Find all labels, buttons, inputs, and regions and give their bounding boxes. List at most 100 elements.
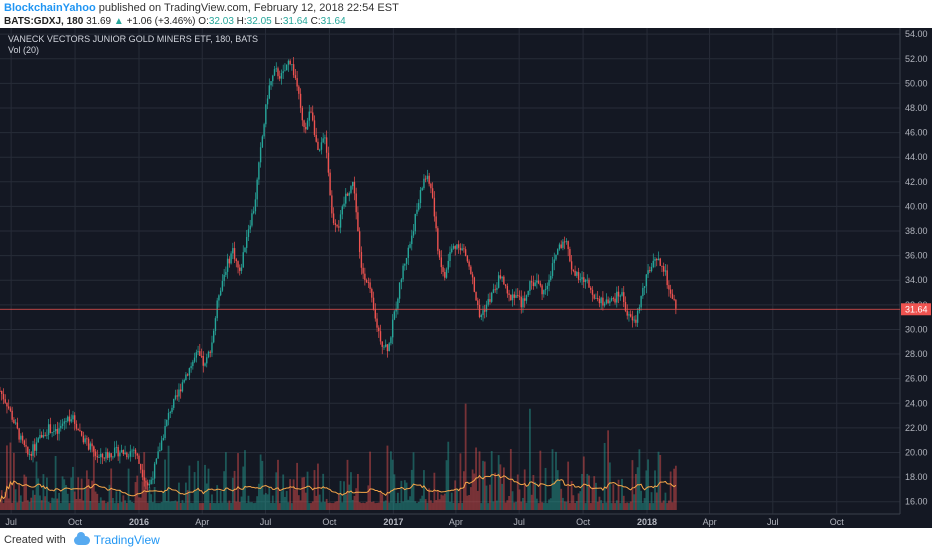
y-tick-label-4: 46.00 [905,128,928,138]
volume-bar-146 [252,503,255,510]
volume-bar-111 [191,503,194,510]
candle-body-13 [21,435,24,441]
tradingview-brand-link[interactable]: TradingView [93,533,160,547]
tradingview-cloud-icon [73,531,90,545]
volume-bar-53 [91,480,93,510]
volume-bar-182 [315,495,318,510]
volume-bar-156 [270,502,272,510]
volume-bar-288 [499,464,502,510]
volume-bar-369 [640,490,643,510]
volume-bar-292 [506,500,509,510]
candle-body-174 [301,107,304,121]
candle-body-280 [485,304,488,312]
volume-bar-110 [190,502,193,510]
volume-bar-10 [16,502,19,510]
volume-bar-38 [65,485,67,510]
candle-body-344 [596,298,599,299]
volume-bar-321 [556,470,559,510]
candle-body-155 [268,85,271,99]
volume-bar-117 [202,503,205,510]
candle-body-276 [478,305,481,318]
candle-body-166 [287,60,290,65]
y-tick-label-5: 44.00 [905,152,928,162]
volume-bar-81 [139,497,142,510]
volume-bar-201 [348,484,351,510]
candle-body-316 [548,279,550,286]
volume-bar-181 [313,470,316,510]
publish-text: published on TradingView.com, February 1… [95,2,399,14]
candle-body-269 [466,256,469,262]
candle-body-330 [572,269,575,271]
candle-body-132 [228,258,231,264]
volume-bar-24 [40,500,43,510]
candle-body-164 [284,70,286,72]
candle-body-382 [663,266,665,272]
candle-body-286 [496,287,498,290]
price-chart[interactable]: 54.00 52.00 50.00 48.00 46.00 44.00 42.00 40.00… [0,28,932,528]
candle-body-106 [183,379,185,383]
volume-bar-359 [622,495,625,510]
candle-body-83 [143,477,145,481]
volume-bar-334 [579,491,582,510]
volume-bar-249 [431,502,434,510]
volume-bar-317 [549,498,552,510]
candle-body-178 [308,111,310,121]
candle-body-99 [171,407,173,413]
candle-body-331 [574,270,576,276]
candle-body-340 [590,287,592,290]
volume-bar-9 [14,489,17,510]
candle-body-110 [190,366,192,369]
volume-bar-106 [183,502,186,510]
candle-body-332 [576,272,578,276]
candle-body-35 [60,425,62,429]
candle-body-68 [117,447,119,457]
candle-body-168 [291,64,293,66]
volume-bar-189 [327,502,330,510]
x-tick-label-7: Apr [449,517,463,527]
candle-body-66 [113,447,116,457]
candle-body-260 [451,248,453,253]
candle-body-387 [671,293,674,299]
volume-bar-374 [648,503,651,510]
candle-series [0,56,677,492]
candle-body-291 [504,284,507,286]
change-arrow-icon: ▲ [113,16,124,27]
y-tick-label-1: 52.00 [905,54,928,64]
candle-body-103 [178,389,180,397]
volume-bar-45 [77,477,80,510]
candle-body-245 [424,178,427,180]
volume-bar-376 [652,503,655,510]
candle-body-158 [273,69,276,76]
volume-bar-64 [110,468,113,510]
candle-body-209 [362,267,364,274]
volume-bar-343 [595,482,597,510]
volume-bar-94 [162,491,165,510]
candle-body-119 [206,357,208,364]
candle-body-314 [544,289,547,291]
y-tick-label-17: 20.00 [905,447,928,457]
candle-body-150 [259,147,262,163]
candle-body-345 [598,298,601,304]
candle-body-243 [421,188,423,191]
y-tick-label-19: 16.00 [905,497,928,507]
candle-body-92 [159,450,161,452]
candle-body-289 [501,276,503,279]
volume-bar-335 [581,473,583,510]
candle-body-251 [435,216,437,229]
candle-body-39 [67,416,69,422]
candle-body-159 [275,68,277,70]
candle-body-335 [581,277,583,280]
volume-bar-142 [245,503,248,510]
volume-bar-103 [178,482,180,510]
candle-body-292 [506,285,509,294]
author-link[interactable]: BlockchainYahoo [4,2,96,14]
volume-bar-169 [292,479,295,510]
volume-bar-150 [259,454,262,510]
volume-bar-193 [334,501,337,510]
volume-bar-191 [330,503,333,510]
candle-body-214 [371,288,373,298]
candle-body-218 [378,327,380,332]
candle-body-264 [457,244,460,248]
volume-bar-52 [89,501,92,510]
candle-body-369 [640,296,642,308]
